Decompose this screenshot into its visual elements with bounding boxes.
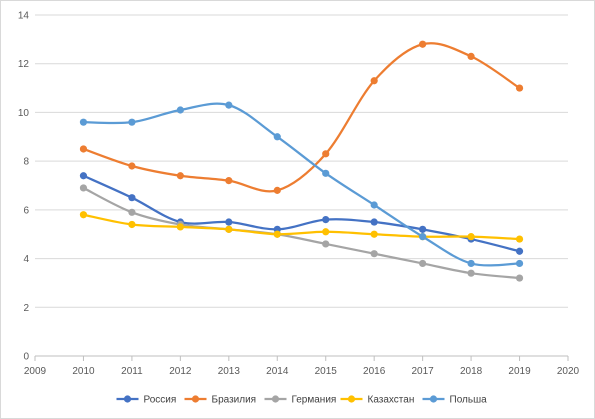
data-point bbox=[225, 225, 233, 233]
data-point bbox=[419, 225, 427, 233]
series-line-1 bbox=[82, 174, 521, 253]
data-point bbox=[515, 259, 524, 268]
data-point bbox=[225, 218, 233, 226]
data-point bbox=[322, 169, 330, 177]
data-point bbox=[467, 233, 475, 241]
y-tick-label: 14 bbox=[18, 11, 30, 22]
x-tick-label: 2020 bbox=[557, 366, 580, 377]
legend-marker-swatch bbox=[429, 395, 438, 403]
y-tick-label: 4 bbox=[23, 254, 29, 265]
data-point bbox=[225, 101, 233, 109]
legend-item: Казахстан bbox=[340, 395, 415, 406]
y-tick-label: 8 bbox=[23, 157, 29, 168]
y-tick-label: 2 bbox=[23, 303, 29, 314]
y-tick-label: 6 bbox=[23, 205, 29, 216]
data-point bbox=[128, 194, 136, 202]
data-points bbox=[79, 40, 524, 282]
legend-marker-swatch bbox=[271, 395, 280, 403]
data-point bbox=[79, 184, 88, 192]
x-tick-label: 2013 bbox=[218, 366, 241, 377]
y-tick-label: 12 bbox=[18, 59, 30, 70]
axes: 0 2 4 6 8 10 12 14 2009 2010 2011 2012 2013 2014 2015 2… bbox=[18, 11, 580, 378]
x-tick-label: 2016 bbox=[363, 366, 386, 377]
series-line-5 bbox=[82, 102, 521, 267]
data-point bbox=[322, 228, 330, 236]
data-point bbox=[128, 162, 136, 170]
data-point bbox=[419, 259, 427, 268]
data-point bbox=[515, 235, 524, 243]
legend-item: Германия bbox=[264, 395, 337, 406]
legend-label: Бразилия bbox=[212, 395, 257, 406]
data-point bbox=[225, 177, 233, 185]
data-point bbox=[322, 150, 330, 158]
legend-marker-swatch bbox=[123, 395, 132, 403]
data-point bbox=[176, 172, 184, 180]
legend-item: Россия bbox=[116, 395, 177, 406]
legend-item: Бразилия bbox=[184, 395, 257, 406]
y-tick-label: 0 bbox=[23, 352, 29, 363]
data-point bbox=[322, 216, 330, 224]
data-point bbox=[128, 220, 136, 229]
x-tick-label: 2012 bbox=[169, 366, 192, 377]
data-point bbox=[79, 172, 88, 180]
y-tick-label: 10 bbox=[18, 108, 30, 119]
data-point bbox=[515, 274, 524, 282]
legend-label: Польша bbox=[450, 395, 488, 406]
legend-marker-swatch bbox=[191, 395, 200, 403]
data-point bbox=[128, 208, 136, 216]
data-point bbox=[370, 230, 378, 238]
legend-item: Польша bbox=[422, 395, 488, 406]
data-point bbox=[370, 201, 378, 209]
data-point bbox=[515, 247, 524, 255]
legend-label: Россия bbox=[144, 395, 177, 406]
data-point bbox=[79, 145, 88, 153]
data-point bbox=[515, 84, 524, 92]
data-point bbox=[273, 230, 281, 238]
legend-label: Германия bbox=[292, 395, 337, 406]
legend-marker-swatch bbox=[347, 395, 356, 403]
legend: Россия Бразилия Германия Казахстан Польша bbox=[116, 395, 488, 406]
data-point bbox=[467, 269, 475, 277]
data-point bbox=[273, 133, 281, 141]
data-point bbox=[128, 118, 136, 126]
data-point bbox=[419, 40, 427, 48]
data-point bbox=[467, 259, 475, 268]
data-point bbox=[370, 77, 378, 85]
x-tick-label: 2009 bbox=[24, 366, 47, 377]
data-point bbox=[322, 240, 330, 248]
x-tick-label: 2019 bbox=[508, 366, 531, 377]
data-point bbox=[176, 106, 184, 114]
x-tick-label: 2010 bbox=[72, 366, 95, 377]
series-line-3 bbox=[82, 186, 521, 280]
x-tick-label: 2015 bbox=[315, 366, 338, 377]
x-tick-label: 2014 bbox=[266, 366, 289, 377]
x-tick-label: 2011 bbox=[121, 366, 143, 377]
data-point bbox=[467, 52, 475, 61]
data-point bbox=[79, 211, 88, 219]
data-point bbox=[176, 223, 184, 231]
data-point bbox=[419, 233, 427, 241]
series-line-2 bbox=[82, 42, 521, 193]
data-point bbox=[79, 118, 88, 126]
series-line-4 bbox=[82, 213, 521, 241]
x-tick-label: 2018 bbox=[460, 366, 483, 377]
data-point bbox=[370, 250, 378, 258]
data-point bbox=[273, 186, 281, 194]
legend-label: Казахстан bbox=[368, 395, 415, 406]
series-lines bbox=[82, 42, 521, 280]
x-tick-label: 2017 bbox=[412, 366, 435, 377]
data-point bbox=[370, 218, 378, 226]
